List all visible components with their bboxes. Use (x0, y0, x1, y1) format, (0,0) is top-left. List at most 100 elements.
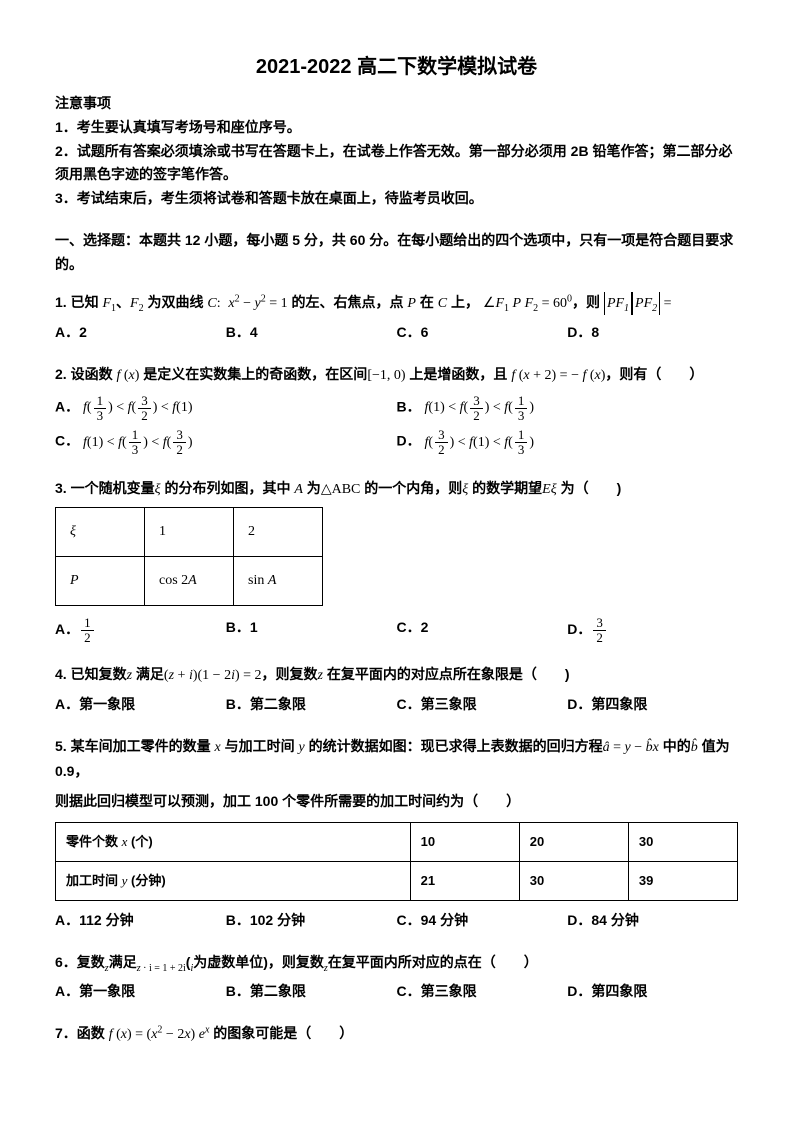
q6-opt-a[interactable]: A．第一象限 (55, 980, 226, 1004)
q3-t1: 3. 一个随机变量 (55, 480, 155, 496)
q5-h2: 20 (519, 822, 628, 861)
section-1-head: 一、选择题：本题共 12 小题，每小题 5 分，共 60 分。在每小题给出的四个… (55, 229, 738, 277)
q5-t5: 值为 (698, 738, 730, 754)
q7-t2: 的图象可能是（ ） (209, 1025, 353, 1041)
q5-r1: 21 (410, 861, 519, 900)
q1-opt-c[interactable]: C．6 (397, 321, 568, 345)
q2-options: A． f(13) < f(32) < f(1) B． f(1) < f(32) … (55, 394, 738, 463)
q5-table: 零件个数 x (个) 10 20 30 加工时间 y (分钟) 21 30 39 (55, 822, 738, 901)
q2-opt-a[interactable]: A． f(13) < f(32) < f(1) (55, 394, 397, 422)
q4-t3: ，则复数 (262, 666, 318, 682)
q3-th-2: 2 (234, 508, 323, 557)
q3-d-den: 2 (593, 631, 606, 645)
question-6: 6．复数z满足z · i = 1 + 2i(i为虚数单位)，则复数z在复平面内所… (55, 951, 738, 975)
q1-pf1: PF1 (604, 292, 632, 316)
q5-t1: 5. 某车间加工零件的数量 (55, 738, 214, 754)
q3-sina: sin A (234, 557, 323, 606)
q6-opt-d[interactable]: D．第四象限 (567, 980, 738, 1004)
q4-opt-a[interactable]: A．第一象限 (55, 693, 226, 717)
notice-2: 2．试题所有答案必须填涂或书写在答题卡上，在试卷上作答无效。第一部分必须用 2B… (55, 140, 738, 188)
q3-A: A (294, 482, 303, 497)
q3-table: ξ 1 2 P cos 2A sin A (55, 507, 323, 606)
q5-opt-a[interactable]: A．112 分钟 (55, 909, 226, 933)
q2-t1: 2. 设函数 (55, 366, 116, 382)
q3-options: A．12 B．1 C．2 D．32 (55, 616, 738, 648)
q3-opt-b[interactable]: B．1 (226, 616, 397, 644)
q1-mid3: 在 (416, 294, 438, 310)
q6-opt-b[interactable]: B．第二象限 (226, 980, 397, 1004)
q2-opt-b[interactable]: B． f(1) < f(32) < f(13) (397, 394, 739, 422)
q3-opt-c[interactable]: C．2 (397, 616, 568, 644)
q1-colon: : (217, 296, 221, 311)
q6-opt-c[interactable]: C．第三象限 (397, 980, 568, 1004)
q1-mid1: 为双曲线 (147, 294, 207, 310)
q1-mid2: 的左、右焦点，点 (292, 294, 408, 310)
question-5-line2: 则据此回归模型可以预测，加工 100 个零件所需要的加工时间约为（ ） (55, 790, 738, 814)
q1-opt-a[interactable]: A．2 (55, 321, 226, 345)
q5-t4: 中的 (659, 738, 691, 754)
q3-opt-d[interactable]: D．32 (567, 616, 738, 644)
q1-pre: 1. 已知 (55, 294, 102, 310)
notice-3: 3．考试结束后，考生须将试卷和答题卡放在桌面上，待监考员收回。 (55, 187, 738, 211)
q4-t4: 在复平面内的对应点所在象限是（ ) (323, 666, 570, 682)
q3-a-den: 2 (81, 631, 94, 645)
table-row: 加工时间 y (分钟) 21 30 39 (56, 861, 738, 900)
q3-a-lbl: A． (55, 621, 79, 637)
question-5: 5. 某车间加工零件的数量 x 与加工时间 y 的统计数据如图：现已求得上表数据… (55, 735, 738, 784)
q2-c-lbl: C． (55, 433, 79, 449)
question-2: 2. 设函数 f (x) 是定义在实数集上的奇函数，在区间[−1, 0) 上是增… (55, 363, 738, 388)
page-title: 2021-2022 高二下数学模拟试卷 (55, 50, 738, 84)
q1-opt-d[interactable]: D．8 (567, 321, 738, 345)
q2-opt-c[interactable]: C． f(1) < f(13) < f(32) (55, 428, 397, 456)
q2-int: [−1, 0) (367, 368, 405, 383)
notice-heading: 注意事项 (55, 92, 738, 116)
q1-C2: C (438, 296, 447, 311)
q4-opt-c[interactable]: C．第三象限 (397, 693, 568, 717)
q6-t3: 为虚数单位)，则复数 (193, 954, 324, 970)
q3-th-xi: ξ (56, 508, 145, 557)
q5-h3: 30 (628, 822, 737, 861)
q5-opt-c[interactable]: C．94 分钟 (397, 909, 568, 933)
q5-r2: 30 (519, 861, 628, 900)
q4-t1: 4. 已知复数 (55, 666, 127, 682)
q3-opt-a[interactable]: A．12 (55, 616, 226, 644)
notice-1: 1．考生要认真填写考场号和座位序号。 (55, 116, 738, 140)
question-1: 1. 已知 F1、F2 为双曲线 C: x2 − y2 = 1 的左、右焦点，点… (55, 291, 738, 316)
q5-100: 100 (255, 793, 278, 809)
q1-f2: F (130, 296, 139, 311)
q3-p: P (56, 557, 145, 606)
q2-d-lbl: D． (397, 433, 421, 449)
q1-mid5: ，则 (572, 294, 600, 310)
q5-r3: 39 (628, 861, 737, 900)
q1-eq2: = (660, 296, 671, 311)
q3-a-num: 1 (81, 616, 94, 631)
table-row: P cos 2A sin A (56, 557, 323, 606)
q1-opt-b[interactable]: B．4 (226, 321, 397, 345)
question-4: 4. 已知复数z 满足(z + i)(1 − 2i) = 2，则复数z 在复平面… (55, 663, 738, 688)
q5-val: 0.9 (55, 763, 74, 779)
q3-d-num: 3 (593, 616, 606, 631)
q4-options: A．第一象限 B．第二象限 C．第三象限 D．第四象限 (55, 693, 738, 721)
q6-options: A．第一象限 B．第二象限 C．第三象限 D．第四象限 (55, 980, 738, 1008)
q1-C: C (207, 296, 216, 311)
q1-pf2: PF2 (632, 292, 660, 316)
q2-opt-d[interactable]: D． f(32) < f(1) < f(13) (397, 428, 739, 456)
q3-tri: △ABC (321, 482, 361, 497)
q1-angle: ∠ (483, 296, 496, 311)
table-row: ξ 1 2 (56, 508, 323, 557)
q3-t3: 为 (303, 480, 321, 496)
q5-comma: ， (74, 763, 88, 779)
q4-opt-b[interactable]: B．第二象限 (226, 693, 397, 717)
q5-options: A．112 分钟 B．102 分钟 C．94 分钟 D．84 分钟 (55, 909, 738, 937)
q1-P: P (407, 296, 416, 311)
q5-opt-b[interactable]: B．102 分钟 (226, 909, 397, 933)
q3-t6: 为（ ) (557, 480, 622, 496)
q5-l2b: 个零件所需要的加工时间约为（ ） (278, 793, 520, 809)
q5-opt-d[interactable]: D．84 分钟 (567, 909, 738, 933)
q3-cos2a: cos 2A (145, 557, 234, 606)
table-row: 零件个数 x (个) 10 20 30 (56, 822, 738, 861)
q6-t2: 满足 (109, 954, 137, 970)
q4-opt-d[interactable]: D．第四象限 (567, 693, 738, 717)
q5-l2a: 则据此回归模型可以预测，加工 (55, 793, 255, 809)
q1-f1: F (102, 296, 111, 311)
